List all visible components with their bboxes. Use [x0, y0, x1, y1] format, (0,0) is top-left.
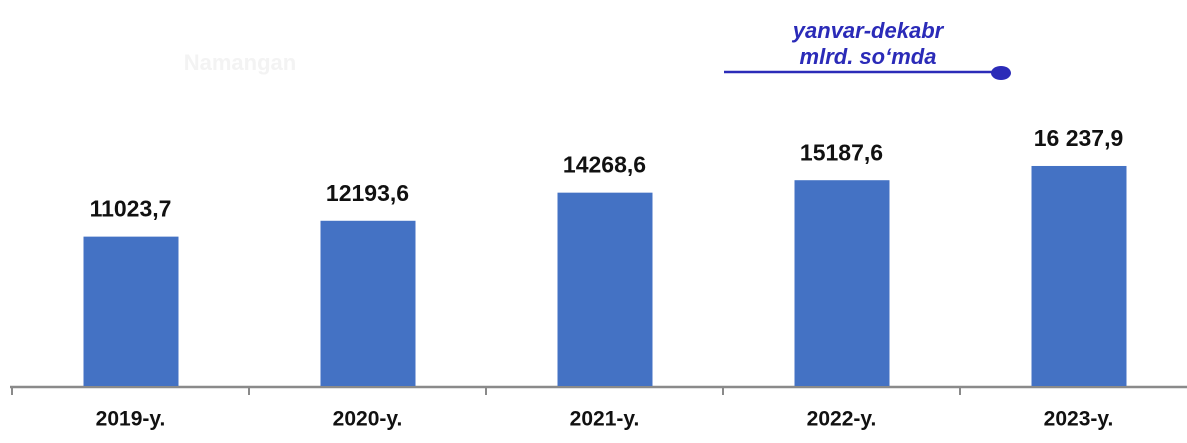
axis-ticks [11, 387, 961, 395]
x-tick-label: 2022-y. [807, 408, 877, 431]
x-tick-label: 2021-y. [570, 408, 640, 431]
chart-subtitle: Namangan [184, 50, 296, 75]
annotation-dot [991, 66, 1011, 80]
data-label: 15187,6 [800, 139, 883, 165]
bar [557, 192, 653, 386]
bar [1031, 165, 1127, 386]
data-label: 14268,6 [563, 152, 646, 178]
x-tick-label: 2023-y. [1044, 408, 1114, 431]
x-tick-label: 2020-y. [333, 408, 403, 431]
data-label: 11023,7 [90, 196, 172, 222]
data-label: 16 237,9 [1034, 125, 1124, 151]
x-tick-label: 2019-y. [96, 408, 166, 431]
annotation: mlrd. so‘mda [800, 44, 937, 69]
bar [794, 180, 890, 386]
annotation: yanvar-dekabr [792, 18, 945, 43]
data-label: 12193,6 [326, 180, 409, 206]
bar [320, 220, 416, 386]
bar [83, 236, 179, 386]
